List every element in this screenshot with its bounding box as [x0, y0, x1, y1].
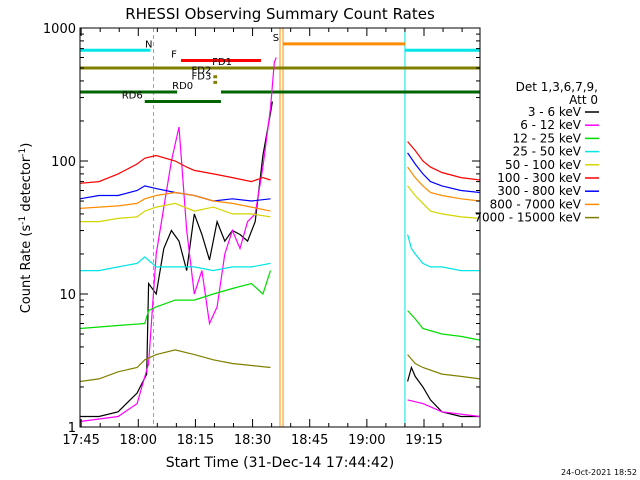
legend-label: 100 - 300 keV — [497, 171, 581, 185]
series-line — [407, 365, 480, 418]
flag-label: RD6 — [122, 91, 143, 102]
y-axis-label-part: detector — [19, 156, 34, 216]
series-line — [407, 185, 481, 219]
series-line — [79, 185, 271, 202]
flag-label: S — [273, 33, 279, 44]
legend-label: 6 - 12 keV — [520, 118, 582, 132]
legend-label: 12 - 25 keV — [513, 131, 582, 145]
legend-label: 50 - 100 keV — [505, 158, 582, 172]
series-line — [407, 141, 481, 181]
flag-label: FD1 — [212, 57, 232, 68]
series-line — [407, 354, 481, 380]
series-line — [79, 349, 271, 383]
series-line — [79, 191, 271, 212]
series-line — [407, 399, 481, 418]
y-axis-label-sup: -1 — [18, 216, 28, 225]
x-axis-label: Start Time (31-Dec-14 17:44:42) — [166, 455, 394, 471]
x-tick-label: 18:30 — [234, 433, 271, 448]
y-tick-label: 1 — [68, 421, 76, 436]
x-tick-label: 17:45 — [62, 433, 99, 448]
x-tick-label: 18:15 — [177, 433, 214, 448]
series-line — [407, 310, 481, 341]
y-axis-label-part: Count Rate (s — [19, 225, 34, 314]
flag-label: FD3 — [192, 71, 212, 82]
legend-label: 3 - 6 keV — [528, 105, 582, 119]
y-axis-label-part: ) — [19, 143, 34, 148]
y-tick-label: 10 — [59, 288, 76, 303]
legend-label: 25 - 50 keV — [513, 145, 582, 159]
series-line — [80, 256, 271, 272]
x-tick-label: 19:00 — [348, 433, 385, 448]
legend-header: Att 0 — [569, 93, 598, 107]
series-line — [407, 166, 481, 202]
series-line — [407, 234, 480, 272]
flag-label: FD2 — [192, 66, 212, 77]
x-tick-label: 18:00 — [120, 433, 157, 448]
y-axis-label-sup: -1 — [18, 148, 28, 157]
y-tick-label: 1000 — [43, 22, 76, 37]
legend-label: 7000 - 15000 keV — [474, 211, 581, 225]
series-line — [407, 152, 481, 194]
legend-label: 800 - 7000 keV — [490, 197, 582, 211]
flag-label: RD0 — [172, 81, 193, 92]
series-line — [79, 57, 277, 423]
legend-header: Det 1,3,6,7,9, — [516, 80, 598, 94]
series-line — [79, 270, 272, 330]
plot-frame — [79, 27, 481, 428]
flag-label: N — [145, 39, 152, 50]
series-line — [79, 154, 271, 184]
flag-label: F — [171, 49, 177, 60]
y-tick-label: 100 — [51, 155, 76, 170]
legend-label: 300 - 800 keV — [497, 184, 581, 198]
x-tick-label: 18:45 — [291, 433, 328, 448]
series-line — [80, 202, 271, 223]
chart-title: RHESSI Observing Summary Count Rates — [125, 5, 435, 23]
x-tick-label: 19:15 — [405, 433, 442, 448]
y-axis-label: Count Rate (s-1 detector-1) — [18, 143, 34, 314]
timestamp: 24-Oct-2021 18:52 — [561, 468, 637, 477]
